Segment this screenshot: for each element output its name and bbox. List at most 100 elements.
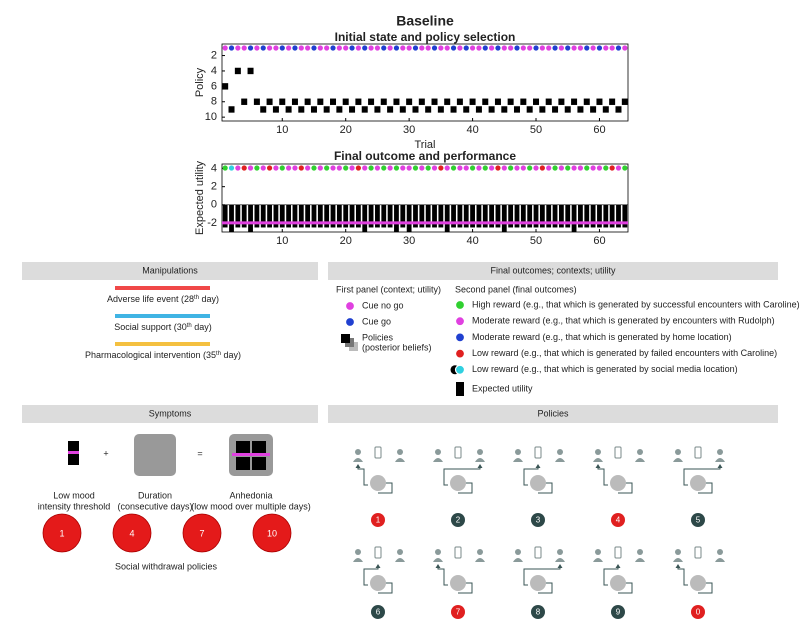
person-head bbox=[717, 549, 723, 555]
legend-label: Expected utility bbox=[472, 383, 533, 393]
manipulation-bar bbox=[115, 342, 210, 346]
utility-bar bbox=[432, 204, 437, 228]
utility-bar bbox=[539, 204, 545, 228]
state-dot bbox=[381, 165, 387, 171]
policy-square bbox=[615, 106, 622, 113]
withdrawal-policy bbox=[42, 513, 82, 553]
utility-bar bbox=[603, 204, 609, 228]
state-dot bbox=[622, 45, 628, 51]
state-dot bbox=[362, 165, 368, 171]
policy-badge bbox=[691, 605, 705, 619]
person-body bbox=[715, 558, 725, 562]
utility-bar bbox=[368, 204, 374, 228]
anhedonia-cell bbox=[252, 441, 266, 454]
manipulation-bar bbox=[115, 286, 210, 290]
panel-header bbox=[328, 262, 778, 280]
policy-square bbox=[507, 98, 514, 105]
person-head bbox=[637, 549, 643, 555]
policy-badge bbox=[531, 605, 545, 619]
home bbox=[690, 475, 706, 491]
legend-label: Moderate reward (e.g., that which is gen… bbox=[472, 316, 775, 326]
policy-label: 3 bbox=[536, 516, 541, 525]
state-dot bbox=[317, 45, 323, 51]
person-body bbox=[395, 458, 405, 462]
state-dot bbox=[412, 165, 419, 171]
policy-square bbox=[539, 106, 546, 113]
person-body bbox=[433, 558, 443, 562]
person-head bbox=[637, 449, 643, 455]
y-tick-label: 8 bbox=[211, 96, 217, 108]
person-body bbox=[555, 458, 565, 462]
x-tick-label: 50 bbox=[530, 124, 542, 136]
utility-bar bbox=[438, 204, 444, 228]
utility-bar bbox=[558, 204, 564, 228]
symptom-label: (low mood over multiple days) bbox=[191, 501, 311, 511]
state-dot bbox=[279, 165, 285, 171]
policy-square bbox=[387, 106, 394, 113]
state-dot bbox=[400, 45, 406, 51]
policy-arrowhead bbox=[355, 464, 361, 468]
utility-bar bbox=[324, 204, 330, 228]
state-dot bbox=[298, 165, 304, 171]
state-dot bbox=[374, 45, 381, 51]
policy-square bbox=[526, 106, 533, 113]
legend-label: Moderate reward (e.g., that which is gen… bbox=[472, 332, 732, 342]
state-dot bbox=[609, 165, 615, 171]
utility-bar bbox=[406, 204, 412, 232]
utility-bar bbox=[597, 204, 602, 228]
plot-frame bbox=[221, 163, 629, 233]
utility-bar bbox=[451, 204, 456, 228]
state-dot bbox=[508, 45, 514, 51]
legend-label: High reward (e.g., that which is generat… bbox=[472, 299, 800, 309]
legend-bar bbox=[456, 382, 464, 396]
person-body bbox=[673, 458, 683, 462]
state-dot bbox=[368, 165, 374, 171]
utility-bar bbox=[229, 204, 234, 232]
state-dot bbox=[425, 165, 431, 171]
state-dot bbox=[431, 45, 438, 51]
policy-arrow bbox=[378, 482, 393, 494]
policy-arrowhead bbox=[595, 464, 601, 468]
policy-square bbox=[513, 106, 520, 113]
x-tick-label: 60 bbox=[593, 235, 605, 247]
policy-square bbox=[260, 106, 267, 113]
policy-square bbox=[330, 98, 337, 105]
utility-bar bbox=[444, 204, 450, 232]
policy-square bbox=[304, 98, 311, 105]
state-dot bbox=[584, 165, 590, 171]
state-dot bbox=[565, 165, 571, 171]
policy-square bbox=[418, 98, 425, 105]
state-dot bbox=[406, 165, 412, 171]
policy-square bbox=[602, 106, 609, 113]
person-head bbox=[477, 549, 483, 555]
state-dot bbox=[228, 165, 235, 171]
phone bbox=[374, 546, 382, 559]
policy-label: 2 bbox=[456, 516, 461, 525]
state-dot bbox=[254, 165, 260, 171]
label-text: Pharmacological intervention (35 bbox=[85, 350, 216, 360]
panel-header bbox=[328, 405, 778, 423]
y-tick-label: 4 bbox=[211, 65, 217, 77]
utility-bar bbox=[609, 204, 615, 228]
utility-bar bbox=[279, 204, 285, 228]
policy-arrowhead bbox=[717, 464, 723, 468]
utility-bar bbox=[292, 204, 298, 228]
policy-badge bbox=[451, 513, 465, 527]
state-dot bbox=[349, 45, 355, 51]
policy-label: 5 bbox=[696, 516, 701, 525]
policy-square bbox=[222, 83, 229, 90]
state-dot bbox=[590, 165, 596, 171]
state-dot bbox=[489, 45, 495, 51]
policy-arrowhead bbox=[615, 564, 621, 568]
state-dot bbox=[241, 165, 247, 171]
state-dot bbox=[273, 165, 279, 171]
state-dot bbox=[533, 165, 539, 171]
manipulation-bar bbox=[115, 314, 210, 318]
y-tick-label: 6 bbox=[211, 80, 217, 92]
person-head bbox=[717, 449, 723, 455]
policy-icon bbox=[341, 334, 350, 343]
utility-bar bbox=[425, 204, 431, 228]
policy-square bbox=[564, 106, 571, 113]
state-dot bbox=[235, 45, 241, 51]
policy-badge bbox=[611, 605, 625, 619]
